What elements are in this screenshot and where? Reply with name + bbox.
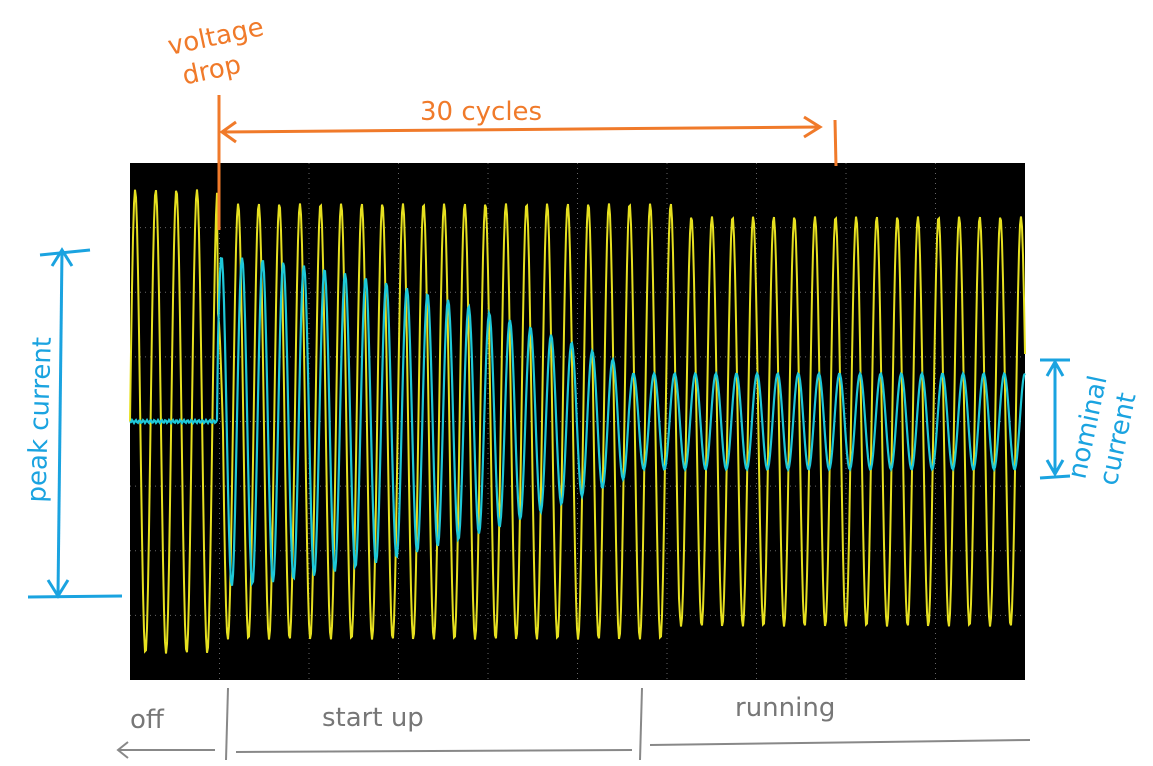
phase-label: running <box>735 693 835 723</box>
peak-bottom-tick <box>28 596 122 597</box>
phase-divider <box>640 688 642 760</box>
phase-arrow <box>236 750 632 752</box>
phase-arrow <box>650 740 1030 745</box>
phase-divider <box>226 688 228 760</box>
scope-screenshot: voltage drop 30 cycles peak current nomi… <box>0 0 1153 766</box>
phase-markers <box>118 688 1030 760</box>
peak-current-label: peak current <box>22 336 58 502</box>
cycles-arrow <box>222 127 820 132</box>
phase-label: start up <box>322 703 424 733</box>
voltage-drop-label: voltage drop <box>165 11 281 94</box>
nominal-current-label: nominal current <box>1063 365 1147 488</box>
cycles-label: 30 cycles <box>420 97 542 127</box>
peak-arrow <box>58 250 62 595</box>
cycles-end-tick <box>835 120 836 166</box>
phase-label: off <box>130 705 165 735</box>
